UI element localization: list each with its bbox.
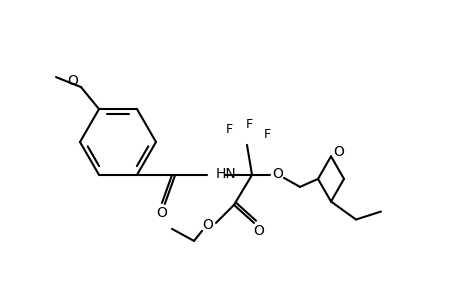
Text: F: F	[263, 128, 270, 141]
Text: HN: HN	[216, 167, 236, 181]
Text: F: F	[225, 123, 232, 136]
Text: F: F	[245, 118, 252, 131]
Text: O: O	[67, 74, 78, 88]
Text: O: O	[253, 224, 264, 238]
Text: O: O	[272, 167, 283, 181]
Text: O: O	[333, 145, 344, 159]
Text: O: O	[202, 218, 213, 232]
Text: O: O	[156, 206, 167, 220]
